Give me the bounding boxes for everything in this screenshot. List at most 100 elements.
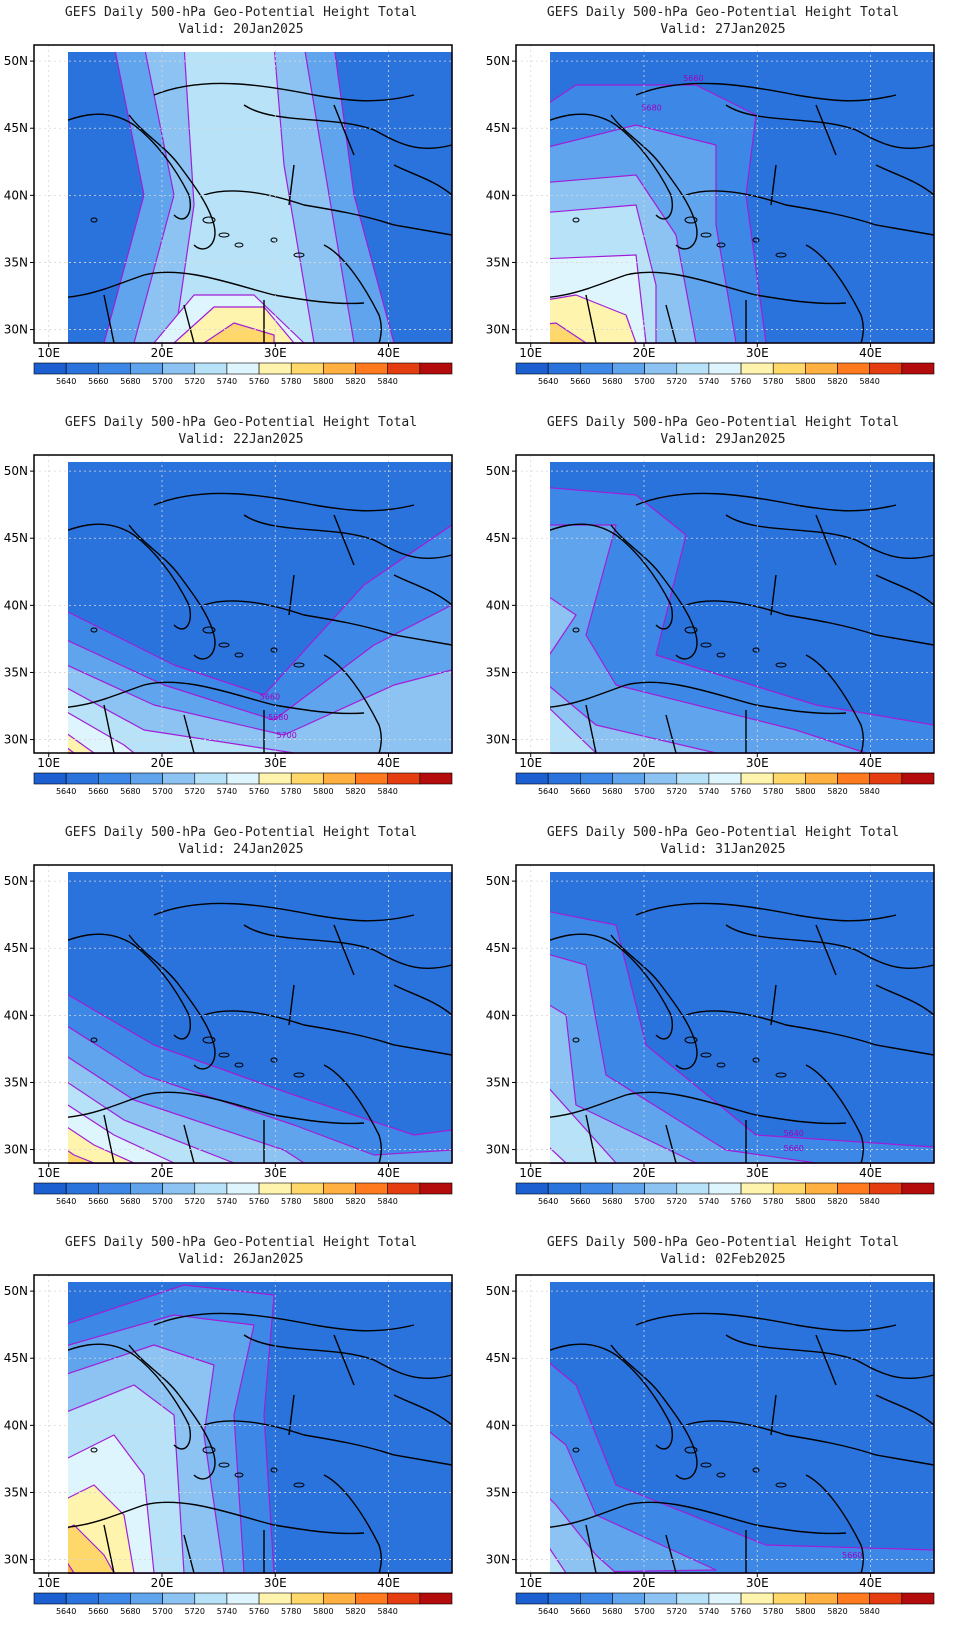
colorbar-label: 5740 xyxy=(699,1197,719,1206)
colorbar-swatch xyxy=(226,772,260,785)
island xyxy=(716,652,726,658)
colorbar-swatch xyxy=(130,362,163,375)
colorbar-swatch xyxy=(708,362,742,375)
coastline xyxy=(550,523,673,630)
island xyxy=(218,1052,230,1058)
height-contour-band xyxy=(68,747,75,754)
colorbar-swatch xyxy=(740,772,774,785)
colorbar-swatch xyxy=(805,1182,838,1195)
height-field-map: 5660 50N 45N 40N 35N 30N 10E 20E 30E 40E 5640 5660 5… xyxy=(486,1274,935,1616)
height-contour-band xyxy=(550,954,817,1164)
colorbar-label: 5640 xyxy=(538,1197,558,1206)
colorbar-label: 5740 xyxy=(217,787,237,796)
island xyxy=(234,652,244,658)
latitude-label: 45N xyxy=(4,121,28,135)
colorbar-label: 5780 xyxy=(281,1607,301,1616)
island xyxy=(775,1072,787,1078)
colorbar-label: 5740 xyxy=(699,377,719,386)
colorbar-label: 5700 xyxy=(152,787,172,796)
island xyxy=(90,1447,98,1453)
island xyxy=(270,1467,278,1473)
contour-label: 5680 xyxy=(268,713,288,722)
coastline xyxy=(585,704,747,754)
colorbar-label: 5680 xyxy=(602,1197,622,1206)
colorbar-label: 5760 xyxy=(731,787,751,796)
island xyxy=(202,1446,216,1454)
coastline xyxy=(550,1501,847,1535)
colorbar-swatch xyxy=(419,362,453,375)
height-contour-band xyxy=(550,1431,717,1574)
longitude-label: 30E xyxy=(746,756,769,770)
island xyxy=(684,1446,698,1454)
colorbar-swatch xyxy=(547,362,581,375)
island xyxy=(202,626,216,634)
colorbar-label: 5720 xyxy=(185,377,205,386)
colorbar-swatch xyxy=(805,1592,838,1605)
colorbar-swatch xyxy=(33,362,67,375)
map-panel: GEFS Daily 500-hPa Geo-Potential Height … xyxy=(0,0,482,410)
height-contour-band xyxy=(516,1140,531,1163)
coastline xyxy=(323,654,382,754)
map-frame xyxy=(515,454,935,754)
coastline xyxy=(128,524,216,660)
colorbar-label: 5760 xyxy=(731,1607,751,1616)
colorbar-label: 5840 xyxy=(378,787,398,796)
colorbar-swatch xyxy=(226,362,260,375)
coastline xyxy=(610,1344,698,1480)
colorbar-swatch xyxy=(612,1182,645,1195)
colorbar-label: 5640 xyxy=(56,1197,76,1206)
colorbar-label: 5740 xyxy=(217,377,237,386)
colorbar-swatch xyxy=(98,772,131,785)
height-field-map: 50N 45N 40N 35N 30N 10E 20E 30E 40E 5640 5660 5680 5… xyxy=(4,1274,453,1616)
island xyxy=(234,1472,244,1478)
colorbar-swatch xyxy=(130,772,163,785)
latitude-label: 30N xyxy=(486,1553,510,1567)
coastline xyxy=(685,1010,935,1056)
coastline xyxy=(550,113,673,220)
panel-valid-date: Valid: 26Jan2025 xyxy=(178,1252,304,1267)
colorbar-swatch xyxy=(162,772,196,785)
longitude-label: 30E xyxy=(746,346,769,360)
coastline xyxy=(805,1064,864,1164)
colorbar-label: 5780 xyxy=(281,787,301,796)
colorbar-swatch xyxy=(515,1592,549,1605)
longitude-label: 30E xyxy=(264,1166,287,1180)
colorbar-swatch xyxy=(740,1592,774,1605)
colorbar-swatch xyxy=(290,1182,324,1195)
coastline xyxy=(288,514,453,616)
panel-valid-date: Valid: 24Jan2025 xyxy=(178,842,304,857)
colorbar-swatch xyxy=(515,362,549,375)
colorbar-swatch xyxy=(387,1182,421,1195)
map-panel: GEFS Daily 500-hPa Geo-Potential Height … xyxy=(0,820,482,1230)
colorbar-swatch xyxy=(740,362,774,375)
colorbar-swatch xyxy=(258,362,292,375)
colorbar-swatch xyxy=(644,1592,678,1605)
island xyxy=(543,1103,549,1107)
island xyxy=(700,642,712,648)
height-contour-band xyxy=(34,735,59,753)
colorbar-label: 5780 xyxy=(763,377,783,386)
colorbar-swatch xyxy=(419,772,453,785)
island xyxy=(572,1447,580,1453)
longitude-label: 30E xyxy=(746,1166,769,1180)
colorbar-swatch xyxy=(194,362,228,375)
colorbar-swatch xyxy=(580,772,613,785)
colorbar-swatch xyxy=(33,772,67,785)
latitude-label: 45N xyxy=(486,941,510,955)
longitude-label: 10E xyxy=(519,346,542,360)
colorbar-swatch xyxy=(419,1592,453,1605)
colorbar-label: 5740 xyxy=(699,787,719,796)
longitude-label: 20E xyxy=(633,1576,656,1590)
latitude-label: 35N xyxy=(4,1485,28,1499)
coastline xyxy=(323,1064,382,1164)
colorbar-swatch xyxy=(869,1182,903,1195)
colorbar-label: 5680 xyxy=(120,377,140,386)
coastline xyxy=(685,600,935,646)
colorbar-label: 5700 xyxy=(152,1607,172,1616)
colorbar-label: 5760 xyxy=(249,1607,269,1616)
colorbar-swatch xyxy=(355,362,388,375)
colorbar-label: 5780 xyxy=(281,1197,301,1206)
colorbar-swatch xyxy=(901,1182,935,1195)
colorbar-swatch xyxy=(130,1182,163,1195)
longitude-label: 20E xyxy=(151,756,174,770)
